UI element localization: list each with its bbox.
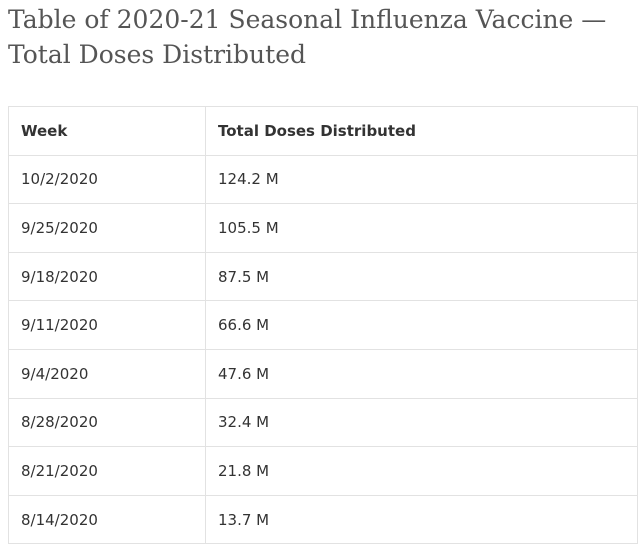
table-cell: 47.6 M [205, 348, 638, 399]
table-row: 9/18/2020 87.5 M [8, 251, 638, 302]
table-cell: 21.8 M [205, 446, 638, 496]
table-cell: 105.5 M [205, 203, 638, 253]
table-row: 9/4/2020 47.6 M [8, 348, 638, 399]
table-cell: 9/25/2020 [8, 203, 206, 253]
table-row: 10/2/2020 124.2 M [8, 154, 638, 205]
table-row: 8/14/2020 13.7 M [8, 494, 638, 545]
table-cell: 32.4 M [205, 397, 638, 448]
table-cell: 8/28/2020 [8, 397, 206, 448]
table-cell: 66.6 M [205, 300, 638, 350]
table-cell: 9/4/2020 [8, 348, 206, 399]
table-row: 9/25/2020 105.5 M [8, 203, 638, 253]
table-row: 8/28/2020 32.4 M [8, 397, 638, 448]
table-cell: 10/2/2020 [8, 154, 206, 205]
table-cell: 9/11/2020 [8, 300, 206, 350]
table-row: 8/21/2020 21.8 M [8, 446, 638, 496]
table-cell: 87.5 M [205, 251, 638, 302]
table-cell: 124.2 M [205, 154, 638, 205]
doses-table: Week Total Doses Distributed 10/2/2020 124… [8, 106, 638, 545]
header-cell: Total Doses Distributed [205, 106, 638, 156]
header-row: Week Total Doses Distributed [8, 106, 638, 156]
table-cell: 8/14/2020 [8, 494, 206, 545]
table-cell: 13.7 M [205, 494, 638, 545]
title: Table of 2020-21 Seasonal Influenza Vacc… [8, 5, 607, 69]
header-cell: Week [8, 106, 206, 156]
table-row: 9/11/2020 66.6 M [8, 300, 638, 350]
table-cell: 8/21/2020 [8, 446, 206, 496]
table-cell: 9/18/2020 [8, 251, 206, 302]
